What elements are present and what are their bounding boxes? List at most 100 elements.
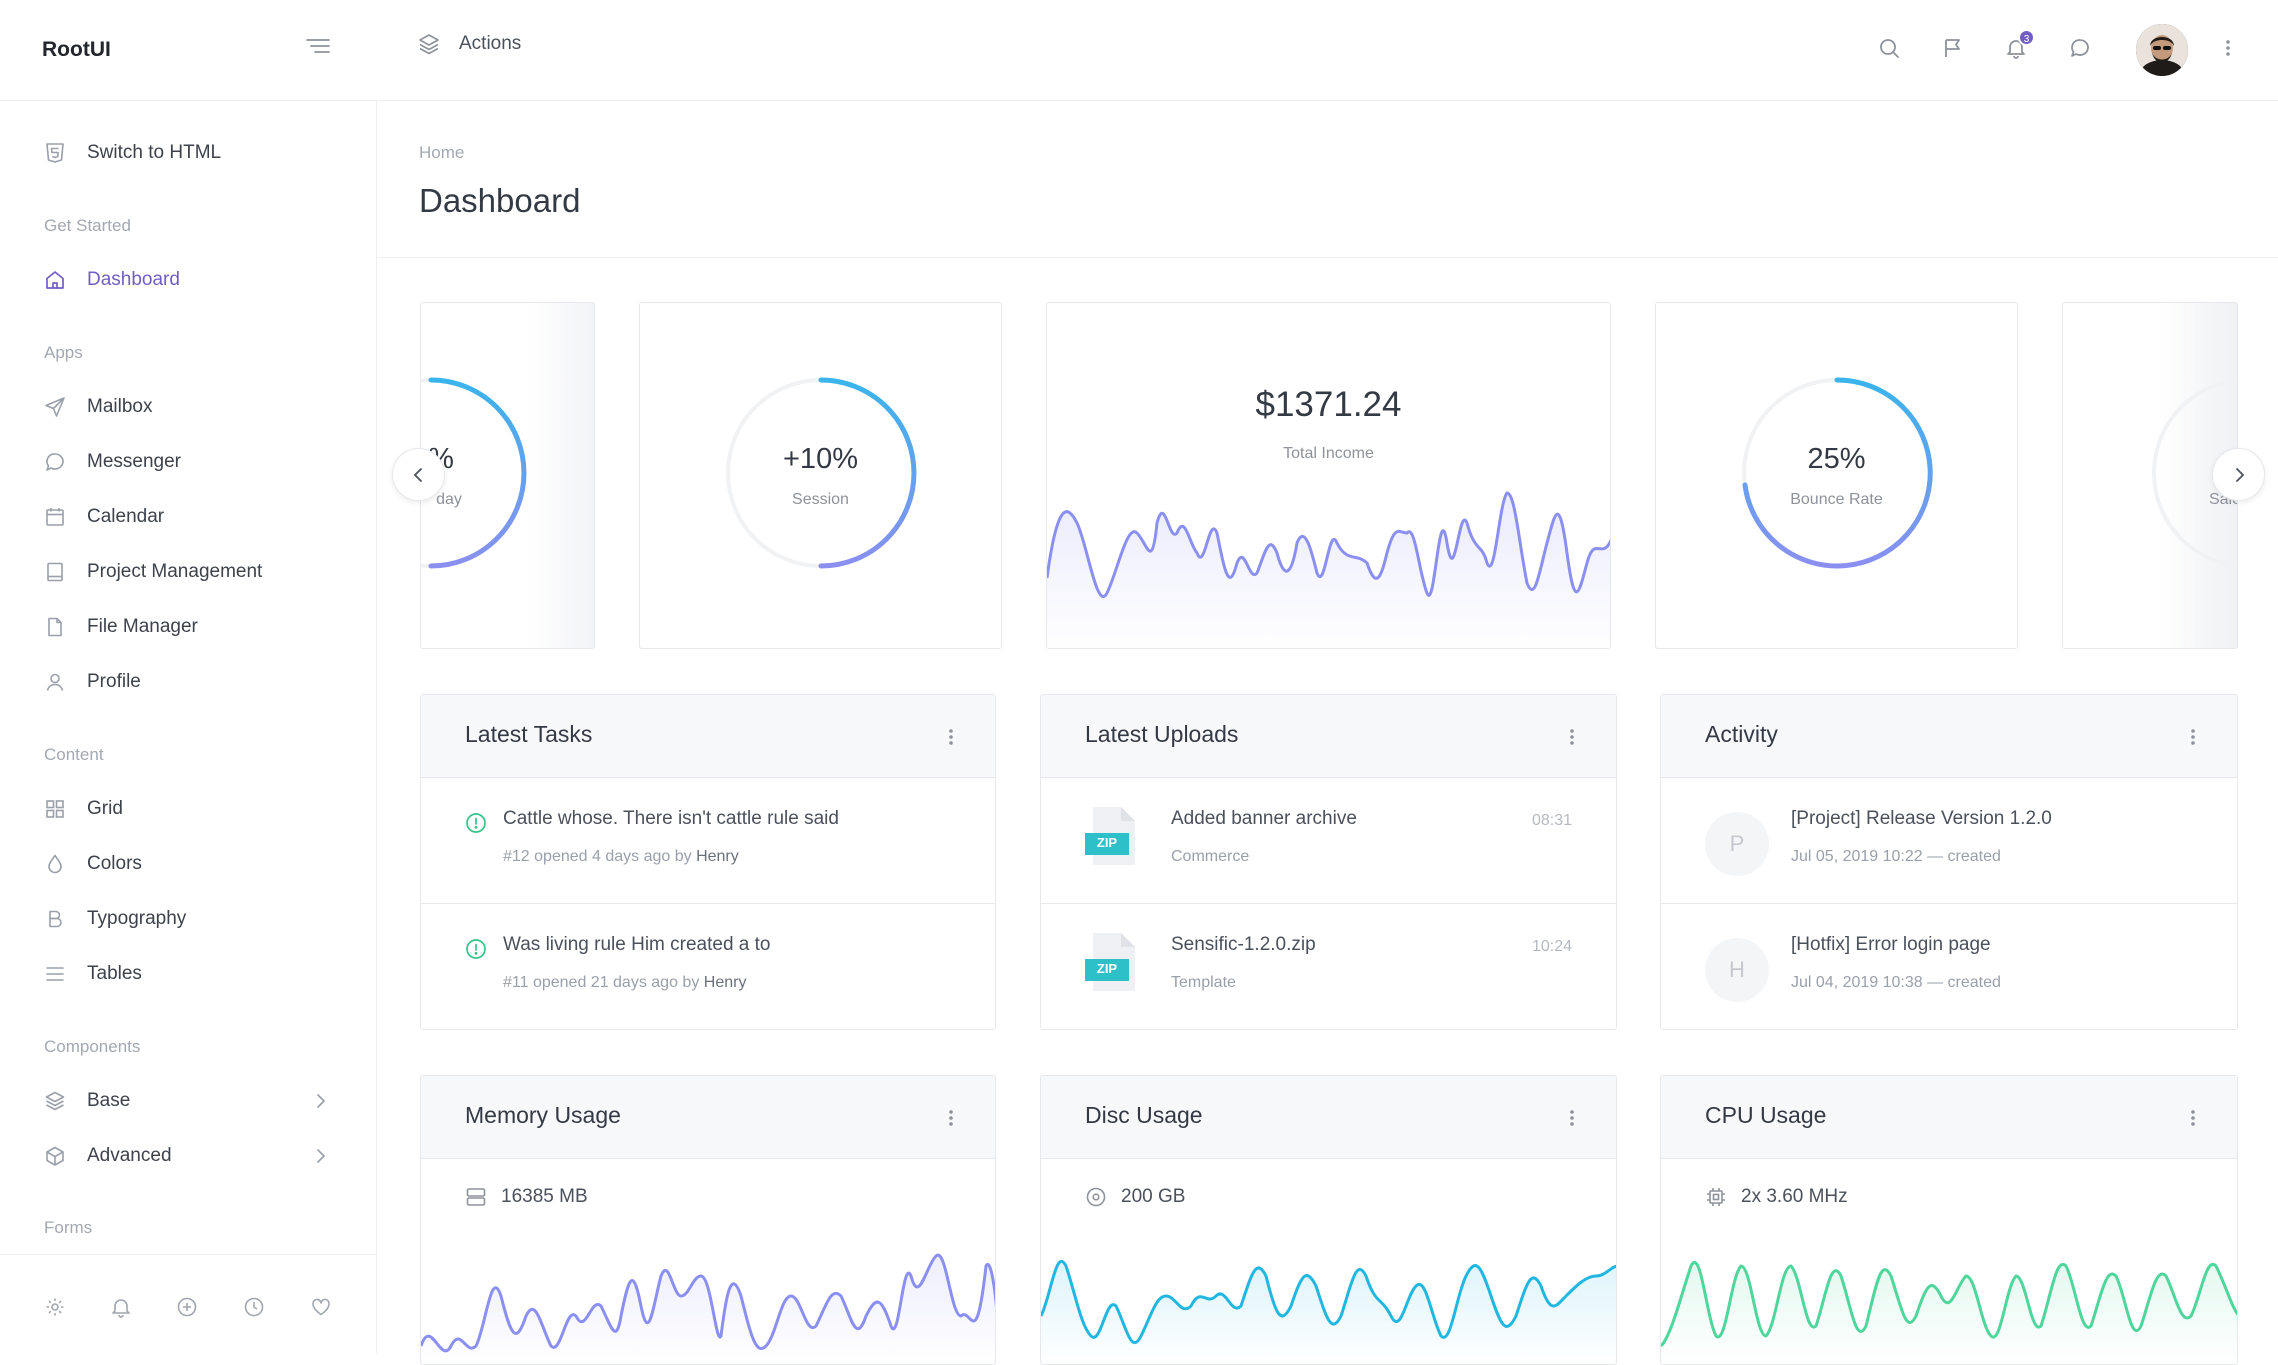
activity-meta: Jul 04, 2019 10:38 — created [1791,974,2001,991]
list-item[interactable]: ZIP Sensific-1.2.0.zip Template 10:24 [1041,904,1616,1029]
disc-icon [1085,1186,1107,1208]
carousel-next-button[interactable] [2212,448,2265,501]
sidebar-item-typography[interactable]: Typography [44,908,186,930]
chevron-right-icon[interactable] [315,1092,327,1110]
sidebar-item-base[interactable]: Base [44,1090,130,1112]
settings-icon[interactable] [44,1296,66,1318]
sidebar-item-label: Base [87,1090,131,1111]
activity-title: [Hotfix] Error login page [1791,934,1991,955]
stat-value: $1371.24 [1255,385,1402,424]
more-vertical-icon[interactable] [947,725,955,749]
upload-category: Template [1171,974,1236,991]
zip-badge: ZIP [1096,961,1118,976]
sidebar-item-label: Grid [87,798,123,819]
sidebar-item-label: Mailbox [87,396,153,417]
more-vertical-icon[interactable] [1568,1106,1576,1130]
card-header: Memory Usage [421,1076,995,1159]
card-header: Activity [1661,695,2237,778]
list-item[interactable]: P [Project] Release Version 1.2.0 Jul 05… [1661,778,2237,904]
latest-tasks-card: Latest Tasks Cattle whose. There isn't c… [420,694,996,1030]
top-bar: RootUI Actions 3 [0,0,2278,101]
activity-title: [Project] Release Version 1.2.0 [1791,808,2052,829]
list-item[interactable]: H [Hotfix] Error login page Jul 04, 2019… [1661,904,2237,1029]
task-author[interactable]: Henry [703,974,747,991]
cpu-sparkline [1661,1261,2237,1364]
section-get-started: Get Started [44,216,131,235]
bell-icon[interactable] [110,1296,132,1318]
disc-value: 200 GB [1121,1186,1186,1207]
zip-badge: ZIP [1096,835,1118,850]
list-icon [44,963,66,985]
send-icon [44,396,66,418]
server-icon [465,1186,487,1208]
task-meta-text: #12 opened 4 days ago by [503,848,692,865]
stat-card-session: +10% Session [639,302,1002,649]
switch-to-html-link[interactable]: Switch to HTML [44,142,221,164]
upload-title: Sensific-1.2.0.zip [1171,934,1316,955]
disc-sparkline [1041,1260,1616,1364]
chat-icon[interactable] [2068,36,2092,60]
cpu-usage-card: CPU Usage 2x 3.60 MHz [1660,1075,2238,1365]
layers-icon [417,32,441,56]
app-logo[interactable]: RootUI [42,38,111,61]
search-icon[interactable] [1877,36,1901,60]
menu-icon[interactable] [306,38,330,54]
memory-value: 16385 MB [501,1186,588,1207]
actions-menu[interactable]: Actions [417,32,521,56]
book-icon [44,561,66,583]
more-vertical-icon[interactable] [2189,725,2197,749]
heart-icon[interactable] [310,1296,332,1318]
stat-card-bounce-rate: 25% Bounce Rate [1655,302,2018,649]
sidebar-item-advanced[interactable]: Advanced [44,1145,172,1167]
disc-usage-card: Disc Usage 200 GB [1040,1075,1617,1365]
list-item[interactable]: Cattle whose. There isn't cattle rule sa… [421,778,995,904]
sidebar-item-file-manager[interactable]: File Manager [44,616,198,638]
upload-time: 08:31 [1531,812,1572,829]
activity-card: Activity P [Project] Release Version 1.2… [1660,694,2238,1030]
section-apps: Apps [44,343,83,362]
avatar: P [1705,812,1769,876]
home-icon [44,269,66,291]
alert-circle-icon [465,938,487,960]
grid-icon [44,798,66,820]
list-item[interactable]: ZIP Added banner archive Commerce 08:31 [1041,778,1616,904]
sidebar-item-messenger[interactable]: Messenger [44,451,181,473]
sidebar-item-colors[interactable]: Colors [44,853,142,875]
plus-circle-icon[interactable] [176,1296,198,1318]
task-title: Cattle whose. There isn't cattle rule sa… [503,808,839,829]
section-components: Components [44,1037,141,1056]
upload-time: 10:24 [1531,938,1572,955]
stat-label: Bounce Rate [1790,491,1883,508]
latest-uploads-card: Latest Uploads ZIP Added banner archive … [1040,694,1617,1030]
sidebar-item-label: Typography [87,908,187,929]
more-vertical-icon[interactable] [2189,1106,2197,1130]
html5-icon [44,142,66,164]
carousel-prev-button[interactable] [392,448,445,501]
clock-icon[interactable] [243,1296,265,1318]
sidebar-item-label: Project Management [87,561,263,582]
sidebar-item-mailbox[interactable]: Mailbox [44,396,152,418]
sidebar-item-project-management[interactable]: Project Management [44,561,262,583]
list-item[interactable]: Was living rule Him created a to #11 ope… [421,904,995,1029]
stat-card-partial-left: % day [420,302,595,649]
zip-file-icon: ZIP [1085,931,1143,993]
avatar[interactable] [2136,24,2188,76]
sidebar-item-grid[interactable]: Grid [44,798,123,820]
box-icon [44,1145,66,1167]
sidebar-item-profile[interactable]: Profile [44,671,141,693]
chat-icon [44,451,66,473]
card-title: Memory Usage [465,1102,621,1128]
more-vertical-icon[interactable] [947,1106,955,1130]
task-author[interactable]: Henry [696,848,739,865]
sidebar-item-tables[interactable]: Tables [44,963,142,985]
flag-icon[interactable] [1941,36,1965,60]
sidebar-item-calendar[interactable]: Calendar [44,506,164,528]
sidebar-item-dashboard[interactable]: Dashboard [44,269,180,291]
card-title: Activity [1705,721,1778,747]
sidebar-item-label: File Manager [87,616,198,637]
breadcrumb[interactable]: Home [419,143,465,162]
more-vertical-icon[interactable] [1568,725,1576,749]
chevron-right-icon[interactable] [315,1147,327,1165]
more-vertical-icon[interactable] [2224,36,2232,60]
sidebar-item-label: Messenger [87,451,181,472]
